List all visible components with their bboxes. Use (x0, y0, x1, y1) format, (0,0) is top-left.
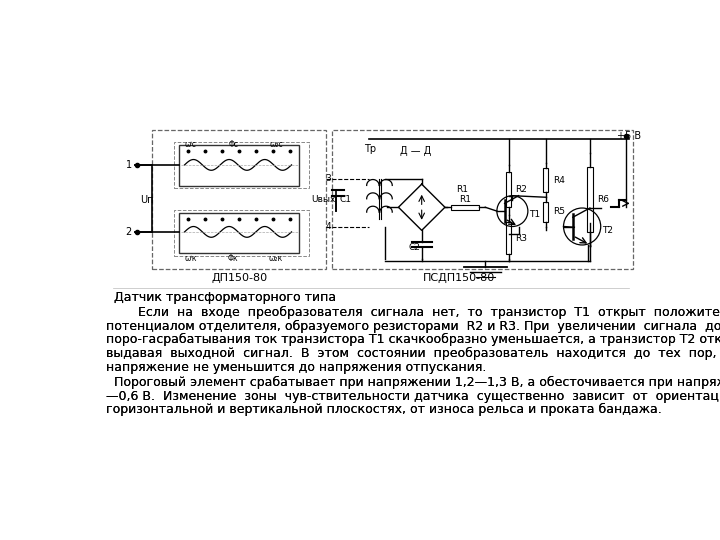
Text: потенциалом отделителя, образуемого резисторами  R2 и R3. При  увеличении  сигна: потенциалом отделителя, образуемого рези… (106, 320, 720, 333)
Text: поро-гасрабатывания ток транзистора Т1 скачкообразно уменьшается, а транзистор Т: поро-гасрабатывания ток транзистора Т1 с… (106, 333, 720, 347)
Bar (179, 213, 300, 253)
Text: Датчик трансформаторного типа: Датчик трансформаторного типа (106, 292, 336, 305)
Bar (505, 172, 511, 207)
Text: R2: R2 (516, 185, 527, 194)
Text: R5: R5 (553, 207, 564, 217)
Bar (505, 222, 511, 254)
Bar (179, 145, 300, 186)
Text: 3: 3 (325, 174, 330, 183)
Text: ω₂к: ω₂к (269, 254, 283, 262)
Text: +5 В: +5 В (617, 131, 641, 140)
Text: ω₂с: ω₂с (269, 140, 283, 149)
Text: горизонтальной и вертикальной плоскостях, от износа рельса и проката бандажа.: горизонтальной и вертикальной плоскостях… (106, 403, 662, 416)
Bar (152, 130, 326, 269)
Text: ωⁱс: ωⁱс (185, 140, 197, 149)
Text: ДП150-80: ДП150-80 (211, 273, 267, 283)
Text: —0,6 В.  Изменение  зоны  чув-ствительности датчика  существенно  зависит  от  о: —0,6 В. Изменение зоны чув-ствительности… (106, 389, 720, 402)
Text: R1: R1 (456, 185, 468, 194)
Text: C1: C1 (340, 195, 351, 204)
Text: Датчик трансформаторного типа: Датчик трансформаторного типа (106, 292, 336, 305)
Text: выдавая  выходной  сигнал.  В  этом  состоянии  преобразователь  находится  до  : выдавая выходной сигнал. В этом состояни… (106, 347, 720, 360)
Text: напряжение не уменьшится до напряжения отпускания.: напряжение не уменьшится до напряжения о… (106, 361, 486, 374)
Text: Uвых: Uвых (311, 195, 336, 204)
Text: 1: 1 (126, 160, 132, 170)
Text: Если  на  входе  преобразователя  сигнала  нет,  то  транзистор  Т1  открыт  пол: Если на входе преобразователя сигнала не… (106, 306, 720, 319)
Text: Если  на  входе  преобразователя  сигнала  нет,  то  транзистор  Т1  открыт  пол: Если на входе преобразователя сигнала не… (106, 306, 720, 319)
Text: ПСДП150-80: ПСДП150-80 (423, 273, 495, 283)
Text: Пороговый элемент срабатывает при напряжении 1,2—1,3 В, а обесточивается при нап: Пороговый элемент срабатывает при напряж… (106, 376, 720, 389)
Text: Т1: Т1 (529, 211, 541, 219)
Text: Т2: Т2 (602, 226, 613, 235)
Text: Uп: Uп (140, 194, 154, 205)
Text: C2: C2 (408, 243, 420, 252)
Text: Φк: Φк (228, 254, 239, 262)
Bar (174, 142, 309, 188)
Text: R3: R3 (516, 233, 528, 242)
Text: Φс: Φс (228, 140, 238, 149)
Text: Пороговый элемент срабатывает при напряжении 1,2—1,3 В, а обесточивается при нап: Пороговый элемент срабатывает при напряж… (106, 376, 720, 389)
Bar (543, 168, 549, 192)
Bar (174, 210, 309, 256)
Text: Тр: Тр (364, 145, 377, 154)
Text: —0,6 В.  Изменение  зоны  чув-ствительности датчика  существенно  зависит  от  о: —0,6 В. Изменение зоны чув-ствительности… (106, 389, 720, 402)
Text: горизонтальной и вертикальной плоскостях, от износа рельса и проката бандажа.: горизонтальной и вертикальной плоскостях… (106, 403, 662, 416)
Text: ωⁱк: ωⁱк (184, 254, 197, 262)
Text: выдавая  выходной  сигнал.  В  этом  состоянии  преобразователь  находится  до  : выдавая выходной сигнал. В этом состояни… (106, 347, 720, 360)
Bar (543, 201, 549, 222)
Bar (588, 167, 593, 232)
Text: Д — Д: Д — Д (400, 146, 431, 156)
Text: R6: R6 (597, 195, 609, 204)
Text: R1: R1 (459, 195, 471, 204)
Text: поро-гасрабатывания ток транзистора Т1 скачкообразно уменьшается, а транзистор Т: поро-гасрабатывания ток транзистора Т1 с… (106, 333, 720, 347)
Text: R4: R4 (553, 176, 564, 185)
Bar (451, 205, 480, 210)
Text: 2: 2 (125, 227, 132, 237)
Text: напряжение не уменьшится до напряжения отпускания.: напряжение не уменьшится до напряжения о… (106, 361, 486, 374)
Text: потенциалом отделителя, образуемого резисторами  R2 и R3. При  увеличении  сигна: потенциалом отделителя, образуемого рези… (106, 320, 720, 333)
Text: 4: 4 (325, 222, 330, 231)
Bar (332, 130, 632, 269)
